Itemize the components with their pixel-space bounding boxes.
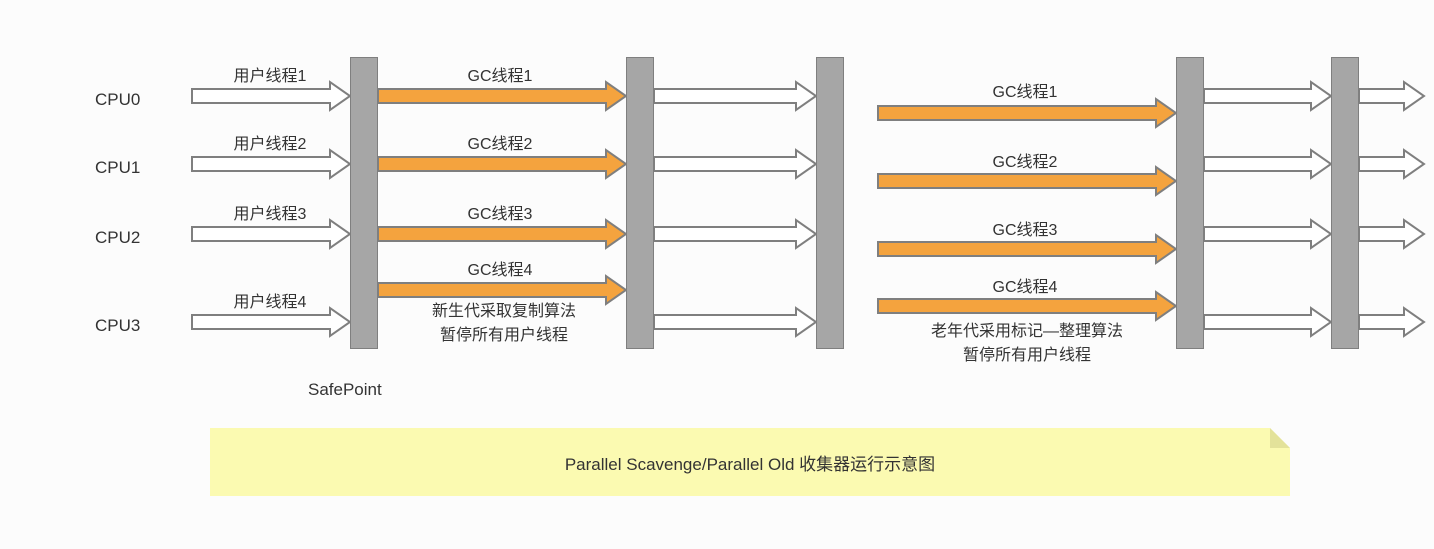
caption-text: Parallel Scavenge/Parallel Old 收集器运行示意图 — [565, 450, 935, 475]
gc-old-label-3: GC线程3 — [955, 216, 1095, 240]
user-thread-label-2: 用户线程2 — [200, 130, 340, 154]
resume-arrow-a1 — [654, 82, 816, 110]
user-thread-label-4: 用户线程4 — [200, 288, 340, 312]
cpu-label-1: CPU1 — [95, 158, 140, 178]
resume-arrow-b3 — [1204, 220, 1331, 248]
gc-young-label-1: GC线程1 — [430, 62, 570, 86]
user-thread-arrow-1 — [192, 82, 350, 110]
diagram-canvas: CPU0 CPU1 CPU2 CPU3 用户线程1 用户线程2 用户线程3 用户… — [0, 0, 1434, 549]
user-thread-arrow-4 — [192, 308, 350, 336]
gc-young-arrow-2 — [378, 150, 626, 178]
user-thread-arrow-2 — [192, 150, 350, 178]
old-gen-desc-line1: 老年代采用标记—整理算法 — [931, 323, 1123, 340]
user-thread-arrow-3 — [192, 220, 350, 248]
tail-arrow-4 — [1359, 308, 1424, 336]
gc-old-arrow-1 — [878, 99, 1176, 127]
resume-arrow-b4 — [1204, 308, 1331, 336]
tail-arrow-2 — [1359, 150, 1424, 178]
user-thread-label-1: 用户线程1 — [200, 62, 340, 86]
tail-arrow-1 — [1359, 82, 1424, 110]
caption-fold-shadow-icon — [1270, 428, 1290, 448]
young-gen-desc: 新生代采取复制算法 暂停所有用户线程 — [404, 300, 604, 348]
safepoint-bar-2 — [626, 57, 654, 349]
young-gen-desc-line2: 暂停所有用户线程 — [440, 327, 568, 344]
gc-old-label-4: GC线程4 — [955, 273, 1095, 297]
cpu-label-2: CPU2 — [95, 228, 140, 248]
gc-young-label-2: GC线程2 — [430, 130, 570, 154]
safepoint-bar-4 — [1176, 57, 1204, 349]
gc-young-arrow-1 — [378, 82, 626, 110]
cpu-label-3: CPU3 — [95, 316, 140, 336]
user-thread-label-3: 用户线程3 — [200, 200, 340, 224]
gc-old-label-2: GC线程2 — [955, 148, 1095, 172]
safepoint-bar-5 — [1331, 57, 1359, 349]
cpu-label-0: CPU0 — [95, 90, 140, 110]
safepoint-bar-3 — [816, 57, 844, 349]
gc-young-label-4: GC线程4 — [430, 256, 570, 280]
gc-young-label-3: GC线程3 — [430, 200, 570, 224]
old-gen-desc-line2: 暂停所有用户线程 — [963, 347, 1091, 364]
resume-arrow-a3 — [654, 220, 816, 248]
gc-old-label-1: GC线程1 — [955, 78, 1095, 102]
resume-arrow-a4 — [654, 308, 816, 336]
safepoint-label: SafePoint — [308, 380, 382, 400]
safepoint-bar-1 — [350, 57, 378, 349]
resume-arrow-b1 — [1204, 82, 1331, 110]
old-gen-desc: 老年代采用标记—整理算法 暂停所有用户线程 — [912, 320, 1142, 368]
resume-arrow-b2 — [1204, 150, 1331, 178]
gc-young-arrow-3 — [378, 220, 626, 248]
caption-box: Parallel Scavenge/Parallel Old 收集器运行示意图 — [210, 428, 1290, 496]
young-gen-desc-line1: 新生代采取复制算法 — [432, 303, 576, 320]
resume-arrow-a2 — [654, 150, 816, 178]
tail-arrow-3 — [1359, 220, 1424, 248]
